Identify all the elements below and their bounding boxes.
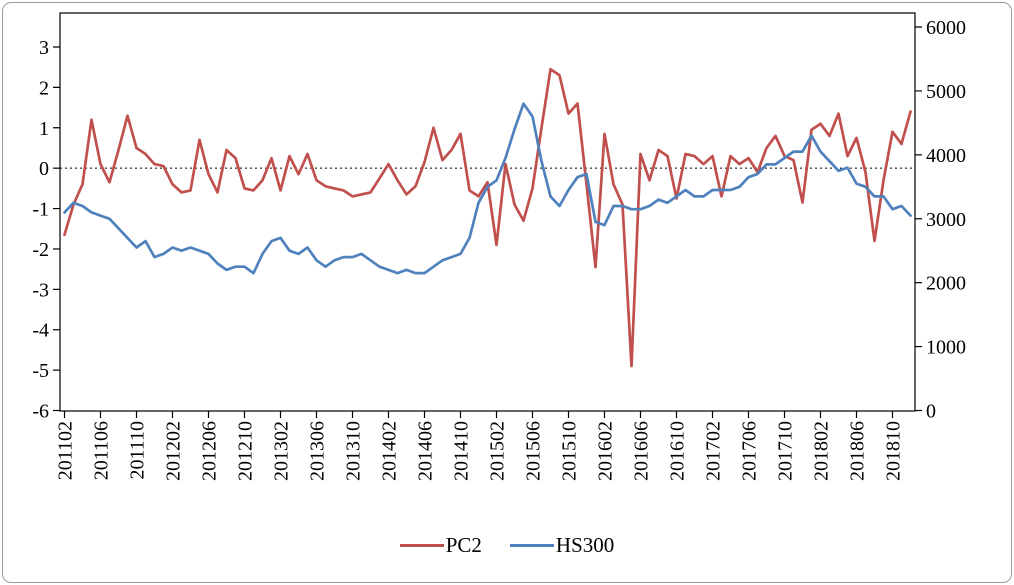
- x-axis: 201102 201106 201110 201202 201206 201210 2013…: [55, 411, 905, 481]
- pc2-line-swatch: [399, 544, 444, 547]
- svg-text:201406: 201406: [415, 421, 437, 481]
- svg-text:201110: 201110: [127, 421, 149, 480]
- plot-area-border: [59, 12, 916, 412]
- svg-text:201202: 201202: [163, 421, 185, 481]
- svg-text:201206: 201206: [199, 421, 221, 481]
- svg-text:-3: -3: [32, 279, 49, 301]
- svg-text:0: 0: [926, 401, 936, 423]
- svg-text:201606: 201606: [631, 421, 653, 481]
- svg-text:2: 2: [39, 77, 49, 99]
- pc2-line: [63, 67, 912, 368]
- svg-text:201510: 201510: [559, 421, 581, 481]
- chart-canvas: 3 2 1 0 -1 -2 -3 -4 -5 -6 6000 5000 4000 3000 2000 1000…: [32, 12, 966, 481]
- hs300-line: [63, 102, 912, 275]
- svg-text:-5: -5: [32, 360, 49, 382]
- svg-text:-6: -6: [32, 401, 49, 423]
- svg-text:201802: 201802: [811, 421, 833, 481]
- left-axis: 3 2 1 0 -1 -2 -3 -4 -5 -6: [32, 37, 60, 423]
- right-axis: 6000 5000 4000 3000 2000 1000 0: [915, 17, 966, 423]
- svg-text:5000: 5000: [926, 81, 966, 103]
- legend-item-pc2: PC2: [399, 533, 482, 558]
- svg-text:201502: 201502: [487, 421, 509, 481]
- svg-text:201402: 201402: [379, 421, 401, 481]
- svg-text:4000: 4000: [926, 145, 966, 167]
- svg-text:201102: 201102: [55, 421, 77, 480]
- svg-text:201410: 201410: [451, 421, 473, 481]
- svg-text:201210: 201210: [235, 421, 257, 481]
- legend-label-hs300: HS300: [555, 533, 615, 557]
- svg-text:201702: 201702: [703, 421, 725, 481]
- svg-text:-1: -1: [32, 199, 49, 221]
- legend-item-hs300: HS300: [509, 533, 615, 558]
- svg-text:201306: 201306: [307, 421, 329, 481]
- svg-text:201506: 201506: [523, 421, 545, 481]
- svg-text:201610: 201610: [667, 421, 689, 481]
- svg-text:3000: 3000: [926, 209, 966, 231]
- svg-text:2000: 2000: [926, 273, 966, 295]
- svg-text:201710: 201710: [775, 421, 797, 481]
- svg-text:201106: 201106: [91, 421, 113, 480]
- svg-text:1: 1: [39, 118, 49, 140]
- svg-text:201310: 201310: [343, 421, 365, 481]
- svg-text:201810: 201810: [883, 421, 905, 481]
- svg-text:1000: 1000: [926, 337, 966, 359]
- svg-text:201806: 201806: [847, 421, 869, 481]
- svg-text:201602: 201602: [595, 421, 617, 481]
- svg-text:201302: 201302: [271, 421, 293, 481]
- svg-text:6000: 6000: [926, 17, 966, 39]
- svg-text:-2: -2: [32, 239, 49, 261]
- svg-text:0: 0: [39, 158, 49, 180]
- svg-text:201706: 201706: [739, 421, 761, 481]
- chart-legend: PC2 HS300: [3, 533, 1011, 558]
- legend-label-pc2: PC2: [445, 533, 482, 557]
- svg-text:-4: -4: [32, 320, 49, 342]
- hs300-line-swatch: [509, 544, 554, 547]
- svg-text:3: 3: [39, 37, 49, 59]
